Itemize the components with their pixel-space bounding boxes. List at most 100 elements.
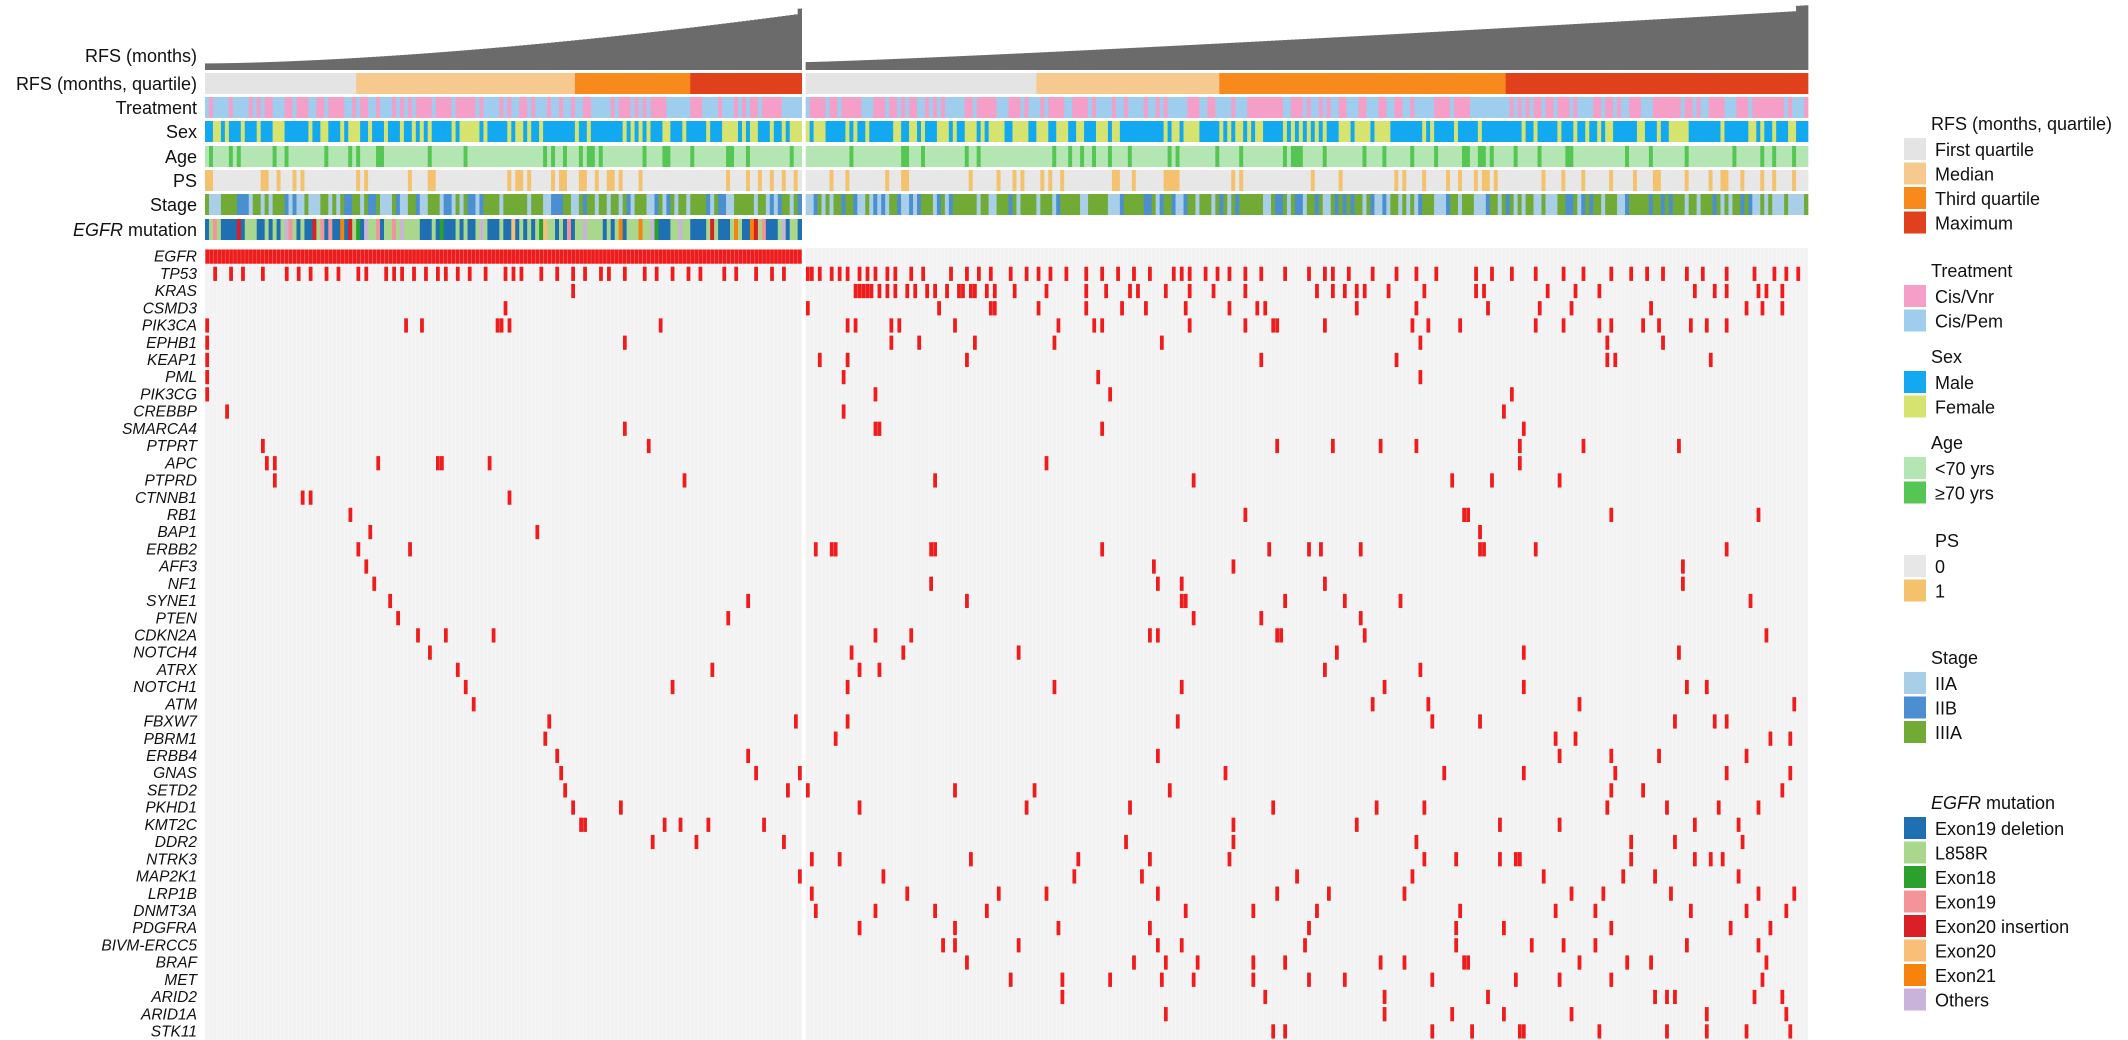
stagecell (1370, 194, 1375, 215)
mutation-mark (1108, 972, 1113, 987)
sexcell (1621, 121, 1626, 142)
egfr-mutation-cell (714, 219, 719, 240)
rfs-bar (220, 63, 226, 70)
agecell (1489, 146, 1495, 167)
agecell (1446, 146, 1451, 167)
treatmentcell (1692, 97, 1697, 118)
treatmentcell (1402, 97, 1407, 118)
agecell (1107, 146, 1113, 167)
pscell (678, 170, 683, 191)
pscell (1402, 170, 1407, 191)
treatmentcell (1052, 97, 1057, 118)
rfs-bar (1728, 15, 1733, 70)
legend-swatch (1904, 187, 1926, 209)
mutation-mark (428, 249, 432, 264)
mutation-mark (260, 266, 265, 281)
mutation-mark (217, 249, 222, 264)
sexcell (793, 121, 799, 142)
sexcell (817, 121, 822, 142)
treatmentcell (272, 97, 277, 118)
stagecell (1668, 194, 1674, 215)
sexcell (829, 121, 834, 142)
egfr-mutation-cell (777, 219, 783, 240)
mutation-mark (817, 352, 822, 368)
sexcell (1720, 121, 1725, 142)
pscell (670, 170, 675, 191)
rfs-bar (1251, 41, 1256, 70)
mutation-mark (543, 731, 548, 746)
mutation-mark (296, 249, 301, 264)
agecell (1692, 146, 1697, 167)
pscell (1115, 170, 1121, 191)
mutation-mark (1211, 283, 1216, 299)
rfs-bar (1660, 18, 1666, 70)
agecell (499, 146, 504, 167)
quartile-cell (730, 73, 735, 94)
egfr-mutation-cell (240, 219, 246, 240)
rfs-bar (1000, 54, 1005, 70)
treatmentcell (419, 97, 425, 118)
agecell (1772, 146, 1777, 167)
mutation-mark (1521, 766, 1526, 781)
stagecell (1672, 194, 1678, 215)
rfs-bar (1203, 44, 1208, 70)
pscell (992, 170, 997, 191)
pscell (1792, 170, 1797, 191)
mutation-mark (332, 249, 337, 264)
mutation-mark (793, 714, 798, 729)
agecell (1251, 146, 1256, 167)
mutation-mark (1283, 955, 1288, 970)
treatmentcell (861, 97, 866, 118)
mutation-mark (1509, 266, 1514, 281)
treatmentcell (336, 97, 341, 118)
agecell (1092, 146, 1097, 167)
stagecell (503, 194, 508, 215)
treatmentcell (702, 97, 707, 118)
pscell (586, 170, 592, 191)
agecell (1684, 146, 1690, 167)
quartile-cell (1792, 73, 1797, 94)
agecell (833, 146, 838, 167)
mutation-mark (1692, 852, 1697, 867)
treatmentcell (256, 97, 262, 118)
treatmentcell (757, 97, 763, 118)
egfr-mutation-cell (268, 219, 273, 240)
treatmentcell (1382, 97, 1387, 118)
gene-label: PKHD1 (145, 800, 197, 817)
sexcell (952, 121, 958, 142)
egfr-mutation-cell (531, 219, 536, 240)
stagecell (507, 194, 512, 215)
pscell (1625, 170, 1630, 191)
mutation-mark (718, 249, 723, 264)
rfs-bar (487, 48, 492, 70)
sexcell (1012, 121, 1017, 142)
sexcell (1191, 121, 1196, 142)
quartile-cell (1040, 73, 1045, 94)
quartile-cell (1780, 73, 1785, 94)
pscell (734, 170, 739, 191)
quartile-cell (765, 73, 771, 94)
egfr-mutation-cell (475, 219, 480, 240)
pscell (574, 170, 580, 191)
rfs-bar (1664, 18, 1670, 70)
mutation-mark (746, 249, 751, 264)
agecell (578, 146, 584, 167)
sexcell (280, 121, 285, 142)
sexcell (745, 121, 751, 142)
mutation-mark (296, 266, 301, 281)
egfr-mutation-cell (753, 219, 759, 240)
treatmentcell (1704, 97, 1709, 118)
stagecell (785, 194, 791, 215)
quartile-cell (1676, 73, 1682, 94)
mutation-mark (1187, 266, 1192, 281)
quartile-cell (1473, 73, 1479, 94)
mutation-mark (957, 283, 961, 299)
sexcell (1302, 121, 1308, 142)
mutation-mark (316, 249, 321, 264)
quartile-cell (216, 73, 222, 94)
treatmentcell (1366, 97, 1371, 118)
treatmentcell (1358, 97, 1363, 118)
egfr-mutation-cell (646, 219, 651, 240)
treatmentcell (1768, 97, 1773, 118)
agecell (1151, 146, 1157, 167)
